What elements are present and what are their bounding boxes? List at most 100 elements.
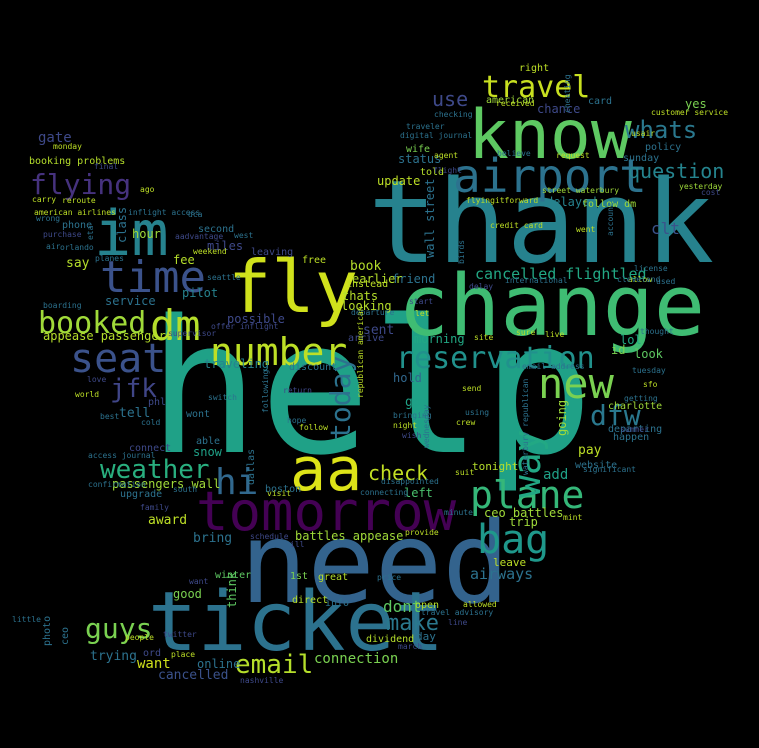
word-219: switch [208, 393, 237, 402]
word-147: cost [701, 188, 720, 197]
word-1: thank [368, 156, 714, 290]
word-78: friend [392, 272, 435, 286]
word-86: think [225, 571, 239, 608]
word-83: pilot [182, 286, 218, 300]
word-216: wrong [36, 214, 60, 223]
word-227: planes [95, 254, 124, 263]
word-20: way [505, 429, 549, 498]
word-212: delay [469, 282, 493, 291]
word-157: checking [434, 110, 473, 119]
word-182: disappointed [381, 477, 439, 486]
word-26: hi [215, 462, 258, 503]
word-3: change [398, 257, 705, 356]
word-166: access journal [88, 451, 156, 460]
word-70: id [611, 343, 625, 357]
word-100: charlotte [608, 401, 662, 412]
word-19: travel [482, 70, 590, 105]
word-215: orlando [60, 243, 94, 252]
word-46: got [405, 395, 428, 410]
word-181: bringing [393, 411, 432, 420]
word-189: getting [624, 394, 658, 403]
word-117: ord [143, 648, 161, 659]
word-6: know [468, 96, 632, 175]
word-208: republican american [356, 306, 365, 398]
word-62: traveling [204, 357, 269, 371]
word-52: bring [193, 531, 232, 546]
word-163: final [94, 162, 118, 171]
word-146: allow [628, 275, 652, 284]
word-222: best [100, 412, 119, 421]
word-154: traveler [406, 122, 445, 131]
word-92: phone [62, 220, 92, 231]
word-198: dca [188, 210, 203, 219]
word-50: cancelled [158, 668, 228, 683]
word-34: use [432, 87, 468, 111]
word-164: world [75, 390, 99, 399]
word-48: want [137, 656, 171, 672]
word-209: waterbury republican [521, 378, 530, 475]
word-49: trying [90, 649, 137, 664]
word-110: wont [186, 409, 210, 420]
word-190: summer [620, 425, 649, 434]
word-132: flyingitforward [466, 196, 538, 205]
word-7: tomorrow [196, 480, 457, 543]
word-213: birds [457, 240, 466, 264]
word-74: tonight [472, 460, 518, 473]
word-195: price [377, 573, 401, 582]
word-109: able [196, 436, 220, 447]
word-37: clt [651, 219, 680, 238]
word-150: email address [522, 362, 585, 371]
word-121: connect [129, 443, 171, 454]
word-192: ill [290, 540, 305, 549]
word-104: wife [406, 144, 430, 155]
word-119: 1st [290, 571, 308, 582]
word-98: website [575, 460, 617, 471]
word-106: follow dm [582, 199, 636, 210]
word-161: carry [32, 195, 56, 204]
word-142: schedule [250, 532, 289, 541]
word-58: hour [132, 227, 161, 241]
word-131: street waterbury [542, 186, 619, 195]
word-65: ceo battles [484, 506, 563, 520]
word-21: booked [38, 306, 146, 341]
word-214: purchase [43, 230, 82, 239]
word-28: dfw [590, 399, 641, 432]
word-206: went [576, 225, 595, 234]
word-25: guys [85, 612, 152, 645]
word-73: yes [685, 97, 707, 111]
word-85: delayed [546, 195, 597, 209]
word-114: info [325, 598, 349, 609]
word-8: im [94, 197, 169, 270]
word-202: departure [351, 308, 395, 317]
word-151: significant [583, 465, 636, 474]
word-77: trip [509, 515, 538, 529]
word-75: update [377, 174, 420, 188]
word-138: people [125, 633, 154, 642]
word-187: let [415, 309, 430, 318]
word-45: morning [414, 332, 465, 346]
word-122: boston [265, 484, 301, 495]
word-118: winter [215, 570, 251, 581]
word-180: follow [299, 423, 328, 432]
word-42: gate [38, 130, 72, 146]
word-176: crew [456, 418, 475, 427]
word-13: new [538, 359, 615, 408]
word-127: yesterday [679, 182, 723, 191]
word-66: battles appease [295, 529, 403, 543]
word-207: live [545, 330, 564, 339]
word-95: free [302, 255, 326, 266]
word-97: arrive [348, 333, 384, 344]
word-30: question [628, 159, 724, 183]
word-218: cheating [563, 74, 572, 113]
word-130: believe [497, 149, 531, 158]
word-44: sent [363, 323, 394, 338]
word-220: return [283, 386, 312, 395]
word-205: account [606, 202, 615, 236]
word-33: make [386, 611, 439, 636]
word-29: whats [625, 116, 697, 144]
word-129: request [556, 151, 590, 160]
word-35: cancelled flightled [475, 265, 647, 283]
word-171: place [171, 650, 195, 659]
word-153: digital journal [400, 131, 472, 140]
word-123: direct [292, 595, 328, 606]
